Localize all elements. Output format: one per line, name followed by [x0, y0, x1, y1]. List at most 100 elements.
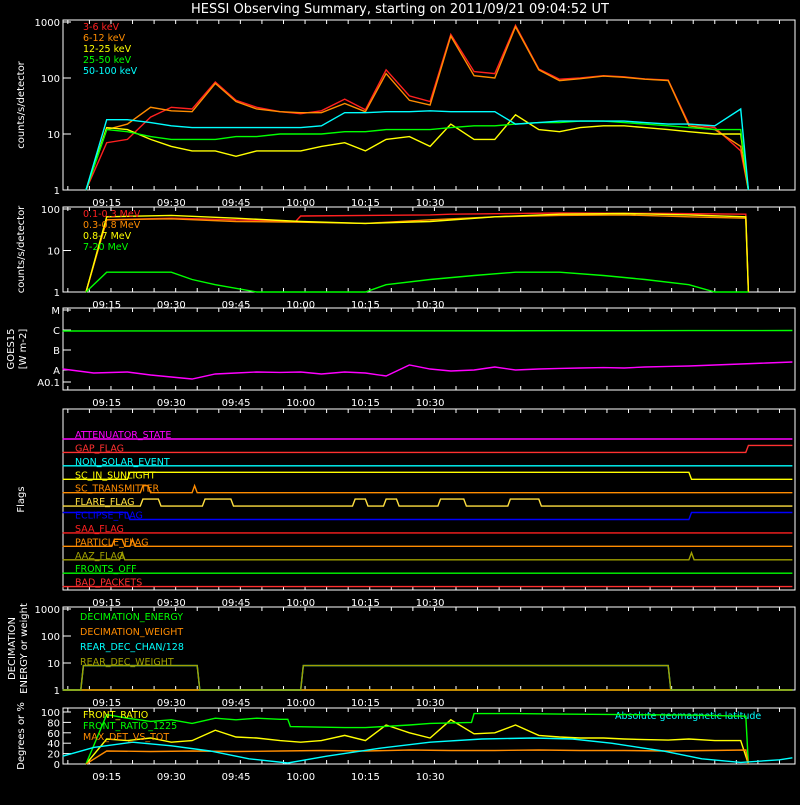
x-tick-label: 10:30 — [416, 198, 445, 209]
x-tick-label: 10:00 — [286, 398, 315, 409]
x-tick-label: 09:15 — [92, 398, 121, 409]
x-tick-label: 10:30 — [416, 300, 445, 311]
y-tick-label: 100 — [41, 708, 60, 719]
series-line-2 — [85, 113, 750, 191]
y-tick-label: 1 — [54, 686, 60, 697]
legend-entry-3: REAR_DEC_WEIGHT — [80, 657, 174, 668]
y-tick-label: 10 — [47, 247, 60, 258]
legend-entry-2: MAX_DET_VS_TOT — [83, 732, 169, 743]
y-axis-label-line2: ENERGY or weight — [19, 603, 30, 694]
x-tick-label: 09:30 — [157, 598, 186, 609]
x-tick-label: 09:45 — [222, 772, 251, 783]
y-tick-label: M — [51, 306, 60, 317]
goes-series-line-0 — [62, 329, 793, 332]
flag-label-1: GAP_FLAG — [75, 443, 124, 454]
x-tick-label: 09:15 — [92, 198, 121, 209]
y-tick-label: 100 — [41, 205, 60, 216]
flag-line-6 — [62, 511, 793, 521]
x-tick-label: 10:15 — [351, 198, 380, 209]
series-line-3 — [62, 664, 793, 691]
y-tick-label: 1 — [54, 288, 60, 299]
x-tick-label: 09:30 — [157, 198, 186, 209]
series-line-4 — [85, 107, 750, 191]
x-tick-label: 10:15 — [351, 598, 380, 609]
plot-frame-highenergy — [62, 206, 796, 293]
series-line-2 — [85, 212, 750, 293]
y-tick-label: C — [53, 326, 60, 337]
y-axis-label-line1: DECIMATION — [7, 617, 18, 680]
x-tick-label: 09:15 — [92, 300, 121, 311]
y-axis-label: counts/s/detector — [16, 205, 27, 293]
x-tick-label: 09:30 — [157, 698, 186, 709]
series-line-2 — [85, 749, 750, 765]
y-tick-label: A0.1 — [37, 378, 60, 389]
series-line-3 — [62, 737, 793, 764]
legend-entry-0: 0.1-0.3 MeV — [83, 209, 141, 220]
y-tick-label: B — [53, 346, 60, 357]
x-tick-label: 09:45 — [222, 598, 251, 609]
legend-entry-2: 12-25 keV — [83, 44, 132, 55]
legend-entry-1: 6-12 keV — [83, 33, 126, 44]
series-line-1 — [85, 712, 750, 765]
series-line-1 — [85, 25, 750, 191]
x-tick-label: 10:00 — [286, 698, 315, 709]
legend-entry-2: 0.8-7 MeV — [83, 231, 132, 242]
figure-title: HESSI Observing Summary, starting on 201… — [191, 2, 609, 17]
x-tick-label: 10:30 — [416, 598, 445, 609]
x-tick-label: 09:45 — [222, 698, 251, 709]
x-tick-label: 10:15 — [351, 698, 380, 709]
legend-entry-4: 50-100 keV — [83, 66, 138, 77]
plot-frame-goes — [62, 307, 796, 391]
legend-entry-2: REAR_DEC_CHAN/128 — [80, 642, 184, 653]
x-tick-label: 09:45 — [222, 300, 251, 311]
flag-label-10: FRONTS_OFF — [75, 564, 137, 575]
flag-line-9 — [62, 550, 793, 561]
x-tick-label: 10:00 — [286, 598, 315, 609]
flag-label-2: NON_SOLAR_EVENT — [75, 457, 170, 468]
flag-label-5: FLARE_FLAG — [75, 497, 135, 508]
flag-label-6: ECLIPSE_FLAG — [75, 511, 143, 522]
plot-frame-flags — [62, 408, 796, 591]
y-axis-label-line2: [W m-2] — [18, 329, 29, 370]
goes-series-line-1 — [62, 361, 793, 380]
x-tick-label: 10:15 — [351, 300, 380, 311]
x-tick-label: 10:30 — [416, 772, 445, 783]
y-tick-label: 100 — [41, 74, 60, 85]
series-line-3 — [85, 271, 749, 293]
flag-line-8 — [62, 537, 793, 547]
x-tick-label: 09:15 — [92, 698, 121, 709]
y-axis-label-line1: GOES15 — [6, 328, 17, 369]
x-tick-label: 09:45 — [222, 198, 251, 209]
x-tick-label: 09:30 — [157, 772, 186, 783]
flag-label-9: AAZ_FLAG — [75, 551, 124, 562]
legend-entry-1: DECIMATION_WEIGHT — [80, 627, 183, 638]
flag-line-1 — [62, 444, 793, 454]
flag-line-4 — [62, 483, 793, 494]
legend-entry-3: 25-50 keV — [83, 55, 132, 66]
x-tick-label: 10:00 — [286, 772, 315, 783]
y-tick-label: 10 — [47, 130, 60, 141]
legend-entry-3: 7-20 MeV — [83, 242, 129, 253]
y-tick-label: 1 — [54, 186, 60, 197]
x-tick-label: 10:15 — [351, 398, 380, 409]
y-tick-label: 20 — [47, 750, 60, 761]
legend-entry-0: FRONT_RATIO — [83, 710, 148, 721]
flag-label-4: SC_TRANSMITTER — [75, 484, 160, 495]
series-line-0 — [85, 718, 750, 765]
x-tick-label: 10:15 — [351, 772, 380, 783]
latitude-annotation: Absolute geomagnetic latitude — [615, 711, 761, 722]
flag-label-0: ATTENUATOR_STATE — [75, 430, 171, 441]
x-tick-label: 10:30 — [416, 398, 445, 409]
x-tick-label: 09:15 — [92, 598, 121, 609]
legend-entry-0: 3-6 keV — [83, 22, 120, 33]
y-axis-label: Degrees or % — [16, 702, 27, 770]
x-tick-label: 09:30 — [157, 398, 186, 409]
flag-line-5 — [62, 498, 793, 507]
series-line-1 — [85, 214, 750, 293]
flag-label-11: BAD_PACKETS — [75, 578, 142, 589]
y-axis-label: counts/s/detector — [16, 60, 27, 148]
x-tick-label: 09:30 — [157, 300, 186, 311]
y-tick-label: 60 — [47, 729, 60, 740]
legend-entry-0: DECIMATION_ENERGY — [80, 612, 183, 623]
